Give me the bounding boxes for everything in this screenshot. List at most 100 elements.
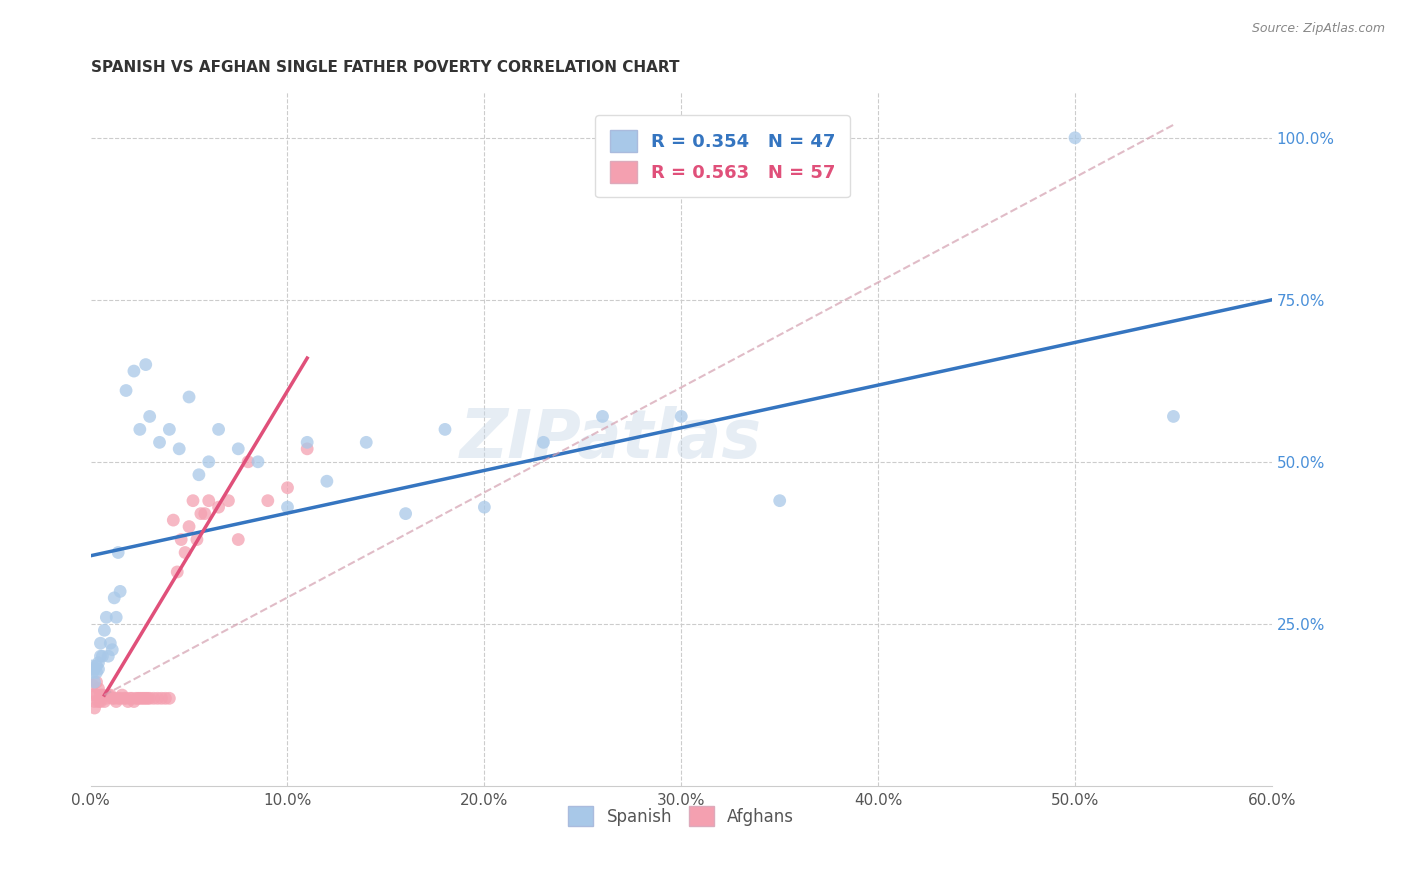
Point xyxy=(97,649,120,664)
Point xyxy=(132,691,155,706)
Point xyxy=(135,358,157,372)
Point xyxy=(138,409,160,424)
Point xyxy=(96,610,118,624)
Point xyxy=(146,691,169,706)
Point xyxy=(394,507,416,521)
Point xyxy=(89,688,111,702)
Point xyxy=(101,691,124,706)
Point xyxy=(148,435,170,450)
Point xyxy=(295,435,318,450)
Point xyxy=(82,688,104,702)
Point xyxy=(127,691,149,706)
Point xyxy=(125,691,148,706)
Point xyxy=(96,691,118,706)
Point xyxy=(226,442,249,456)
Point xyxy=(115,384,138,398)
Point xyxy=(89,649,111,664)
Point xyxy=(207,422,229,436)
Point xyxy=(1163,409,1185,424)
Point xyxy=(354,435,377,450)
Point xyxy=(256,493,278,508)
Point xyxy=(98,688,121,702)
Point xyxy=(83,675,105,690)
Point xyxy=(86,675,108,690)
Point xyxy=(86,659,108,673)
Point xyxy=(122,364,145,378)
Point xyxy=(135,691,157,706)
Text: ZIPatlas: ZIPatlas xyxy=(460,406,762,472)
Point xyxy=(112,691,135,706)
Point xyxy=(107,545,129,559)
Point xyxy=(177,390,200,404)
Point xyxy=(115,691,138,706)
Point xyxy=(117,694,139,708)
Point xyxy=(82,659,104,673)
Point xyxy=(122,694,145,708)
Point xyxy=(276,500,298,515)
Point xyxy=(155,691,177,706)
Point xyxy=(91,688,114,702)
Text: SPANISH VS AFGHAN SINGLE FATHER POVERTY CORRELATION CHART: SPANISH VS AFGHAN SINGLE FATHER POVERTY … xyxy=(90,60,679,75)
Point xyxy=(97,688,120,702)
Point xyxy=(108,691,131,706)
Point xyxy=(315,474,337,488)
Point xyxy=(87,681,110,696)
Legend: Spanish, Afghans: Spanish, Afghans xyxy=(561,799,801,833)
Point xyxy=(207,500,229,515)
Point xyxy=(197,493,219,508)
Point xyxy=(150,691,173,706)
Point xyxy=(592,409,614,424)
Point xyxy=(121,691,143,706)
Point xyxy=(87,662,110,676)
Point xyxy=(190,507,212,521)
Point xyxy=(89,694,111,708)
Point xyxy=(86,688,108,702)
Point xyxy=(105,694,128,708)
Point xyxy=(107,691,129,706)
Point xyxy=(186,533,208,547)
Text: Source: ZipAtlas.com: Source: ZipAtlas.com xyxy=(1251,22,1385,36)
Point xyxy=(246,455,269,469)
Point xyxy=(93,624,115,638)
Point xyxy=(118,691,141,706)
Point xyxy=(86,665,108,680)
Point xyxy=(181,493,204,508)
Point xyxy=(108,584,131,599)
Point xyxy=(98,636,121,650)
Point xyxy=(83,701,105,715)
Point xyxy=(217,493,239,508)
Point xyxy=(89,636,111,650)
Point xyxy=(131,691,153,706)
Point xyxy=(295,442,318,456)
Point xyxy=(101,642,124,657)
Point xyxy=(157,691,180,706)
Point xyxy=(105,610,128,624)
Point xyxy=(83,662,105,676)
Point xyxy=(157,422,180,436)
Point xyxy=(103,591,125,605)
Point xyxy=(769,493,792,508)
Point xyxy=(87,656,110,670)
Point xyxy=(434,422,457,436)
Point xyxy=(170,533,193,547)
Point xyxy=(1064,130,1087,145)
Point xyxy=(236,455,259,469)
Point xyxy=(166,565,188,579)
Point xyxy=(197,455,219,469)
Point xyxy=(91,649,114,664)
Point xyxy=(142,691,165,706)
Point xyxy=(276,481,298,495)
Point xyxy=(111,688,134,702)
Point xyxy=(136,691,159,706)
Point xyxy=(226,533,249,547)
Point xyxy=(474,500,496,515)
Point xyxy=(174,545,197,559)
Point xyxy=(82,665,104,680)
Point xyxy=(187,467,209,482)
Point xyxy=(87,694,110,708)
Point xyxy=(671,409,693,424)
Point xyxy=(128,691,150,706)
Point xyxy=(533,435,555,450)
Point xyxy=(177,519,200,533)
Point xyxy=(93,694,115,708)
